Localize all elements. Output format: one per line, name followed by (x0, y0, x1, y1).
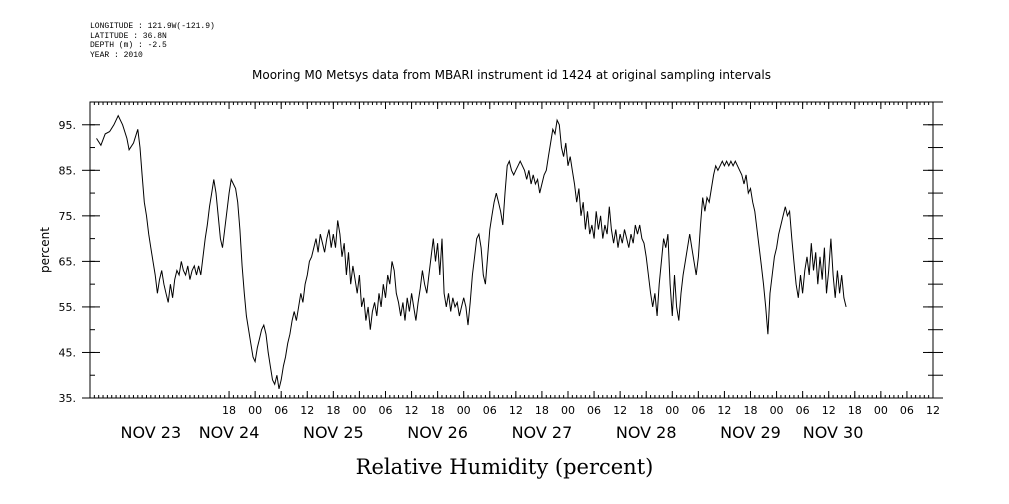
x-axis-title: Relative Humidity (percent) (355, 455, 654, 479)
x-day-label: NOV 28 (616, 423, 677, 442)
depth-label: DEPTH (m) : -2.5 (90, 41, 167, 50)
y-tick-label: 95. (59, 119, 77, 132)
x-day-label: NOV 27 (512, 423, 573, 442)
x-tick-label: 06 (796, 404, 810, 417)
x-tick-label: 00 (248, 404, 262, 417)
longitude-label: LONGITUDE : 121.9W(-121.9) (90, 22, 215, 31)
y-tick-label: 45. (59, 346, 77, 359)
x-tick-label: 18 (431, 404, 445, 417)
y-tick-label: 85. (59, 164, 77, 177)
y-tick-label: 75. (59, 210, 77, 223)
x-tick-label: 00 (352, 404, 366, 417)
y-tick-label: 35. (59, 392, 77, 405)
x-tick-label: 18 (743, 404, 757, 417)
x-tick-label: 06 (691, 404, 705, 417)
axis-ticks (82, 101, 943, 399)
y-axis-title: percent (38, 227, 52, 273)
x-tick-label: 12 (300, 404, 314, 417)
x-day-label: NOV 30 (803, 423, 864, 442)
year-label: YEAR : 2010 (90, 50, 143, 60)
x-tick-label: 12 (926, 404, 940, 417)
x-day-label: NOV 26 (407, 423, 468, 442)
y-tick-label: 65. (59, 255, 77, 268)
x-day-label: NOV 23 (120, 423, 181, 442)
x-tick-label: 18 (848, 404, 862, 417)
x-tick-label: 12 (822, 404, 836, 417)
plot-frame (89, 101, 934, 399)
x-tick-label: 06 (900, 404, 914, 417)
x-tick-label: 06 (378, 404, 392, 417)
x-tick-label: 06 (274, 404, 288, 417)
x-tick-label: 18 (326, 404, 340, 417)
x-tick-label: 12 (405, 404, 419, 417)
x-tick-label: 18 (222, 404, 236, 417)
x-tick-label: 12 (613, 404, 627, 417)
x-day-label: NOV 29 (720, 423, 781, 442)
x-tick-label: 00 (457, 404, 471, 417)
metadata-block: LONGITUDE : 121.9W(-121.9) LATITUDE : 36… (90, 22, 215, 60)
x-tick-label: 18 (639, 404, 653, 417)
chart-title: Mooring M0 Metsys data from MBARI instru… (252, 68, 771, 82)
x-tick-label: 18 (535, 404, 549, 417)
x-tick-label: 00 (874, 404, 888, 417)
x-tick-label: 00 (770, 404, 784, 417)
x-tick-label: 12 (509, 404, 523, 417)
x-tick-label: 06 (483, 404, 497, 417)
y-tick-label: 55. (59, 301, 77, 314)
humidity-series-line (96, 114, 847, 390)
latitude-label: LATITUDE : 36.8N (90, 31, 167, 41)
x-day-label: NOV 25 (303, 423, 364, 442)
x-tick-label: 00 (561, 404, 575, 417)
x-day-label: NOV 24 (199, 423, 260, 442)
x-tick-label: 06 (587, 404, 601, 417)
x-tick-label: 12 (717, 404, 731, 417)
x-tick-label: 00 (665, 404, 679, 417)
axis-labels: 18 00 06 12 18 00 06 12 18 00 06 12 18 00 06 12 18 00 06 12… (59, 119, 941, 442)
